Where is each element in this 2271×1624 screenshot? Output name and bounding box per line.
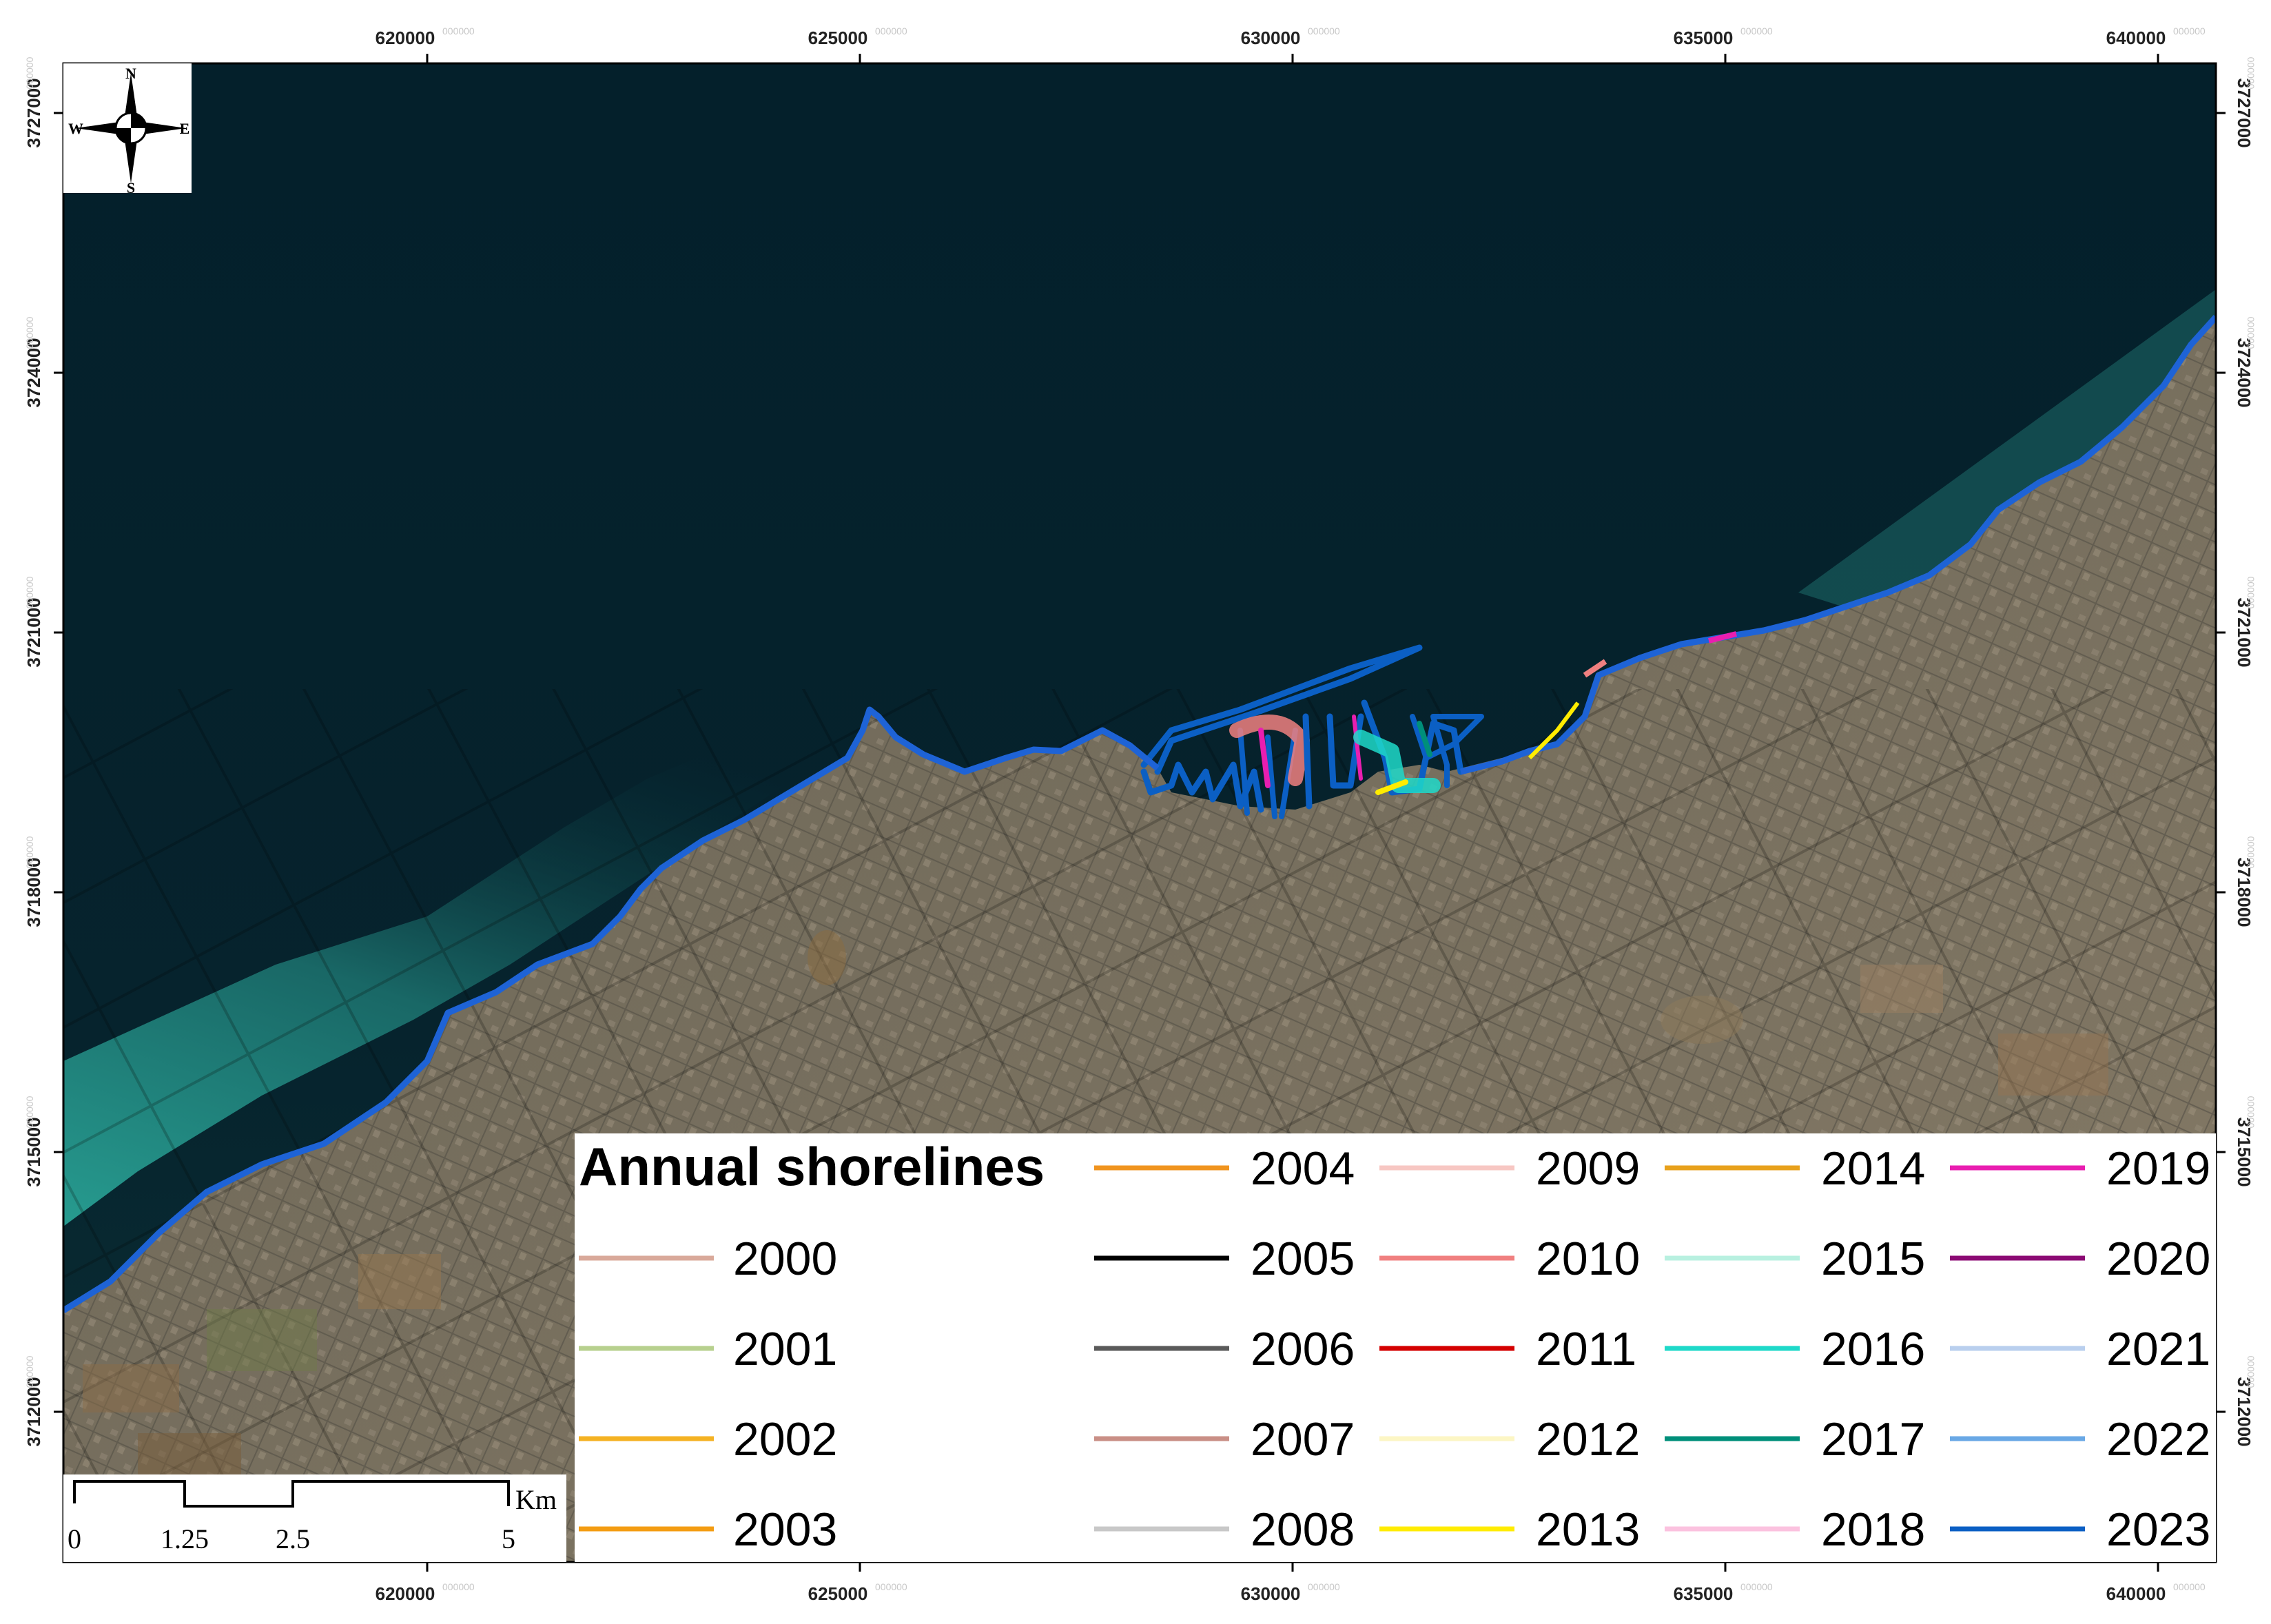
y-tick-label: 3715000 [23,1117,44,1186]
compass-west-label: W [68,120,83,137]
legend-label-2009: 2009 [1536,1142,1640,1195]
y-tick-suffix: 000000 [2246,1096,2257,1129]
legend-label-2013: 2013 [1536,1503,1640,1556]
y-labels-left: 3727000 3724000 3721000 3718000 3715000 … [23,56,44,1446]
y-tick-suffix: 000000 [24,836,35,868]
x-tick-suffix: 000000 [442,1581,475,1592]
x-tick-label: 625000 [808,1583,868,1604]
y-labels-right: 3727000 3724000 3721000 3718000 3715000 … [2234,57,2257,1447]
y-tick-label: 3721000 [23,597,44,667]
x-tick-suffix: 000000 [1308,25,1340,37]
scale-label: 0 [68,1523,81,1554]
y-tick-suffix: 000000 [24,1355,35,1388]
legend-label-2015: 2015 [1821,1233,1925,1285]
y-tick-label: 3727000 [23,78,44,147]
scale-label: 1.25 [161,1523,209,1554]
x-tick-label: 635000 [1674,1583,1734,1604]
y-tick-suffix: 000000 [2246,317,2257,349]
x-tick-suffix: 000000 [1740,25,1773,37]
shoreline-variant-2010 [1583,659,1607,678]
x-tick-suffix: 000000 [2173,25,2206,37]
legend-label-2004: 2004 [1251,1142,1355,1195]
x-tick-label: 640000 [2106,28,2166,48]
compass-north-label: N [125,65,136,82]
x-tick-suffix: 000000 [875,1581,907,1592]
north-arrow-icon [76,73,186,183]
y-tick-label: 3718000 [23,857,44,927]
farmland [83,930,2108,1481]
legend-label-2001: 2001 [733,1323,837,1375]
legend-label-2008: 2008 [1251,1503,1355,1556]
legend-label-2005: 2005 [1251,1233,1355,1285]
y-tick-label: 3712000 [2234,1377,2254,1446]
y-tick-label: 3724000 [2234,338,2254,407]
legend-entries: 2000 2001 2002 2003 2004 2005 2006 2007 2008 2009… [579,1142,2210,1556]
scale-label: 5 [502,1523,515,1554]
x-tick-label: 635000 [1674,28,1734,48]
scale-bar-line [73,1480,510,1508]
y-tick-suffix: 000000 [24,316,35,349]
legend-label-2020: 2020 [2106,1233,2210,1285]
shoreline-2023-east [1459,314,2216,775]
legend-title: Annual shorelines [579,1136,1045,1197]
legend-label-2022: 2022 [2106,1413,2210,1466]
x-labels-bottom: 620000 625000 630000 635000 640000 00000… [376,1581,2206,1604]
x-tick-suffix: 000000 [2173,1581,2206,1592]
legend-label-2012: 2012 [1536,1413,1640,1466]
compass-south-label: S [127,179,135,196]
legend-label-2021: 2021 [2106,1323,2210,1375]
scale-bar: 0 1.25 2.5 5 Km [63,1474,566,1562]
y-tick-label: 3724000 [23,338,44,407]
y-tick-suffix: 000000 [24,576,35,608]
y-tick-suffix: 000000 [2246,1356,2257,1388]
legend-label-2000: 2000 [733,1233,837,1285]
legend-label-2007: 2007 [1251,1413,1355,1466]
legend-label-2006: 2006 [1251,1323,1355,1375]
legend-label-2017: 2017 [1821,1413,1925,1466]
coordinate-ticks [54,54,2226,1572]
y-tick-suffix: 000000 [24,56,35,89]
y-tick-label: 3712000 [23,1377,44,1446]
legend-label-2016: 2016 [1821,1323,1925,1375]
y-tick-suffix: 000000 [2246,57,2257,90]
y-tick-label: 3715000 [2234,1117,2254,1186]
compass-east-label: E [180,120,190,137]
y-tick-suffix: 000000 [2246,577,2257,609]
x-tick-suffix: 000000 [1308,1581,1340,1592]
y-tick-label: 3727000 [2234,78,2254,147]
compass-rose: N S E W [63,63,192,196]
x-tick-label: 620000 [376,1583,435,1604]
shoreline-variant-2019 [1708,631,1737,644]
legend-label-2014: 2014 [1821,1142,1925,1195]
y-tick-label: 3721000 [2234,597,2254,667]
shoreline-2023 [63,706,1160,1313]
x-tick-label: 625000 [808,28,868,48]
y-tick-label: 3718000 [2234,857,2254,927]
legend-label-2011: 2011 [1536,1323,1636,1375]
legend-label-2019: 2019 [2106,1142,2210,1195]
legend-label-2010: 2010 [1536,1233,1640,1285]
y-tick-suffix: 000000 [24,1096,35,1128]
port-shorelines [1140,644,1484,819]
legend-label-2023: 2023 [2106,1503,2210,1556]
legend-label-2002: 2002 [733,1413,837,1466]
x-tick-suffix: 000000 [442,25,475,37]
x-tick-label: 640000 [2106,1583,2166,1604]
legend-label-2003: 2003 [733,1503,837,1556]
scale-label: 2.5 [276,1523,310,1554]
x-tick-label: 630000 [1241,1583,1301,1604]
y-tick-suffix: 000000 [2246,836,2257,869]
x-labels-top: 620000 625000 630000 635000 640000 00000… [376,25,2206,48]
legend: Annual shorelines 2000200120022003200420… [575,1133,2216,1562]
legend-label-2018: 2018 [1821,1503,1925,1556]
x-tick-suffix: 000000 [875,25,907,37]
x-tick-label: 630000 [1241,28,1301,48]
x-tick-suffix: 000000 [1740,1581,1773,1592]
shoreline-variants [1528,701,1580,760]
x-tick-label: 620000 [376,28,435,48]
scale-unit: Km [515,1484,557,1515]
